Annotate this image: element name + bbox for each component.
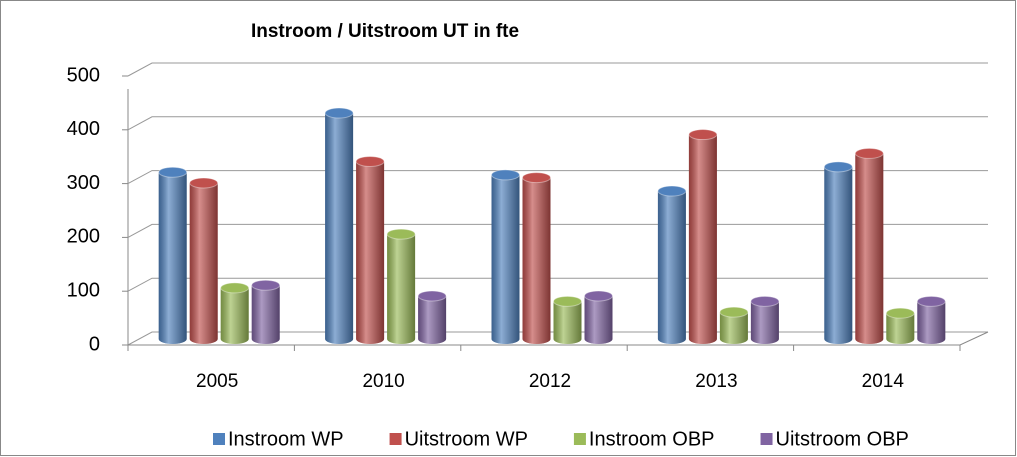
cylinder-top (688, 129, 718, 141)
x-tick-label: 2014 (862, 371, 905, 392)
y-tick-label: 400 (67, 118, 100, 140)
bar (854, 147, 884, 344)
y-tick-label: 500 (67, 64, 100, 86)
y-tick-label: 300 (67, 172, 100, 194)
cylinder-top (251, 279, 281, 291)
shading (387, 234, 416, 344)
legend-label: Uitstroom OBP (776, 428, 909, 450)
x-tick-label: 2012 (529, 371, 571, 392)
grid-line (127, 116, 988, 131)
shading (855, 153, 884, 344)
legend-label: Instroom WP (228, 428, 344, 450)
shading (688, 134, 717, 344)
shading (220, 287, 249, 344)
y-tick-label: 0 (89, 333, 100, 355)
shading (824, 166, 853, 344)
chart-title: Instroom / Uitstroom UT in fte (251, 21, 519, 42)
cylinder-top (491, 169, 520, 181)
bar (688, 129, 718, 344)
shading (522, 177, 551, 344)
shading (719, 312, 748, 344)
grid-line (127, 62, 988, 77)
bar (386, 228, 416, 344)
shading (657, 191, 686, 344)
legend-label: Instroom OBP (589, 428, 715, 450)
cylinder-top (854, 147, 884, 159)
cylinder-top (220, 282, 250, 294)
y-tick-label: 100 (67, 279, 100, 301)
bar (251, 279, 281, 344)
cylinder-top (750, 295, 780, 307)
cylinder-top (885, 307, 915, 319)
y-tick-label: 200 (67, 226, 100, 248)
shading (750, 301, 779, 344)
shading (553, 301, 582, 344)
cylinder-top (158, 166, 188, 178)
shading (491, 174, 520, 344)
bar (522, 172, 551, 344)
bar (885, 307, 915, 344)
bar (417, 290, 447, 344)
legend-swatch (760, 433, 773, 445)
bar (189, 177, 219, 344)
cylinder-top (324, 107, 354, 119)
cylinder-top (823, 161, 853, 173)
bar (916, 295, 946, 344)
shading (584, 295, 613, 344)
bar (750, 295, 780, 344)
shading (418, 295, 447, 344)
shading (325, 113, 354, 344)
bar (220, 282, 250, 344)
cylinder-top (916, 295, 946, 307)
shading (189, 182, 218, 344)
bar (553, 295, 582, 344)
bar (491, 169, 520, 344)
legend-swatch (573, 433, 586, 445)
x-tick-label: 2013 (695, 371, 737, 392)
cylinder-top (386, 228, 416, 240)
cylinder-top (417, 290, 447, 302)
cylinder-top (553, 295, 582, 307)
x-tick-label: 2005 (196, 371, 238, 392)
cylinder-top (584, 290, 613, 302)
legend-swatch (213, 433, 225, 445)
cylinder-top (657, 185, 687, 197)
cylinder-top (189, 177, 219, 189)
legend-label: Uitstroom WP (405, 428, 528, 450)
bar (823, 161, 853, 344)
cylinder-top (522, 172, 551, 184)
shading (158, 172, 187, 344)
legend-swatch (389, 433, 402, 445)
shading (251, 285, 280, 344)
x-tick-label: 2010 (362, 371, 404, 392)
bar (719, 306, 749, 344)
shading (356, 161, 385, 344)
shading (886, 313, 915, 344)
bar (657, 185, 687, 344)
cylinder-top (719, 306, 749, 318)
bar (584, 290, 613, 344)
shading (917, 301, 946, 344)
bar (355, 155, 385, 344)
bar (324, 107, 354, 344)
bar (158, 166, 188, 344)
cylinder-top (355, 155, 385, 167)
